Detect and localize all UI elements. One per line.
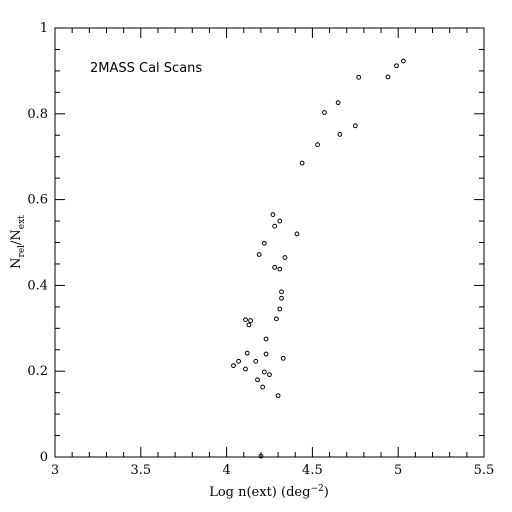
tick-labels: 3 3.5 4 4.5 5 5.5 0 0.2 0.4 0.6 0.8 1 <box>27 21 494 478</box>
y-tick-label: 0 <box>40 450 48 465</box>
data-point <box>277 306 283 312</box>
y-tick-label: 1 <box>40 21 48 36</box>
data-point <box>279 295 284 301</box>
data-point <box>277 218 283 224</box>
data-point <box>352 123 358 129</box>
data-point <box>299 160 305 166</box>
data-point <box>231 363 236 369</box>
plot-frame <box>54 27 485 458</box>
data-point <box>294 231 300 237</box>
data-point <box>385 74 391 80</box>
data-point <box>253 358 259 364</box>
y-tick-label: 0.6 <box>27 193 48 208</box>
y-tick-label: 0.2 <box>27 364 48 379</box>
x-tick-label: 4 <box>222 463 230 478</box>
axis-ticks <box>54 27 485 458</box>
data-point <box>315 142 320 148</box>
x-tick-label: 3.5 <box>130 463 151 478</box>
data-point <box>400 58 406 64</box>
data-point <box>246 322 252 328</box>
data-point <box>267 372 272 378</box>
data-point <box>272 264 278 270</box>
x-tick-label: 5.5 <box>474 463 495 478</box>
y-tick-label: 0.8 <box>27 107 48 122</box>
x-tick-label: 5 <box>394 463 402 478</box>
y-tick-label: 0.4 <box>27 278 48 293</box>
data-point <box>272 223 278 229</box>
data-point <box>255 377 260 383</box>
data-point <box>236 358 242 364</box>
data-point <box>256 252 262 257</box>
data-point <box>394 63 399 69</box>
x-axis-label: Log n(ext) (deg−2) <box>209 484 329 500</box>
y-axis-label: Nrel/Next <box>9 215 27 269</box>
data-point <box>280 355 286 361</box>
data-point <box>275 393 281 399</box>
data-point <box>337 131 343 137</box>
data-point <box>335 100 341 106</box>
data-point <box>356 74 362 80</box>
data-point <box>263 351 269 357</box>
x-tick-label: 4.5 <box>302 463 323 478</box>
data-point <box>243 317 248 323</box>
data-points <box>231 58 406 459</box>
x-tick-label: 3 <box>51 463 59 478</box>
data-point <box>261 240 267 246</box>
data-point <box>282 255 288 260</box>
data-point <box>260 384 266 390</box>
data-point <box>244 350 250 356</box>
data-point <box>277 266 283 272</box>
data-point <box>248 318 254 323</box>
data-point <box>270 212 276 218</box>
data-point <box>273 316 279 322</box>
chart-annotation: 2MASS Cal Scans <box>90 61 202 76</box>
data-point <box>258 453 264 459</box>
data-point <box>261 369 267 375</box>
data-point <box>263 336 269 342</box>
data-point <box>322 110 327 115</box>
data-point <box>243 366 248 372</box>
data-point <box>279 289 284 295</box>
